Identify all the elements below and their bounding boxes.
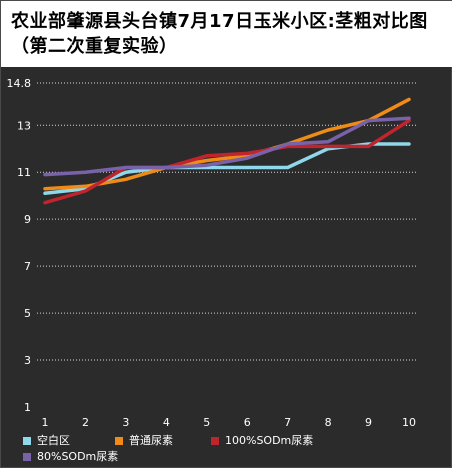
y-tick-label: 3: [24, 354, 31, 367]
x-tick-labels: 1 2 3 4 5 6 7 8 9 10: [42, 416, 417, 429]
chart-title: 农业部肇源县头台镇7月17日玉米小区:茎粗对比图（第二次重复实验）: [1, 1, 452, 67]
legend-label: 普通尿素: [129, 434, 173, 447]
y-tick-label: 7: [24, 260, 31, 273]
legend-item: 80%SODm尿素: [23, 449, 118, 465]
y-tick-label: 14.8: [7, 77, 32, 90]
series-line: [43, 116, 411, 177]
legend-item: 普通尿素: [115, 433, 173, 449]
legend-swatch: [23, 437, 31, 445]
y-tick-label: 5: [24, 307, 31, 320]
legend-item: 空白区: [23, 433, 70, 449]
legend-label: 100%SODm尿素: [225, 434, 314, 447]
x-tick-label: 8: [325, 416, 332, 429]
x-tick-label: 5: [203, 416, 210, 429]
legend-item: 100%SODm尿素: [211, 433, 313, 449]
y-tick-label: 11: [17, 166, 31, 179]
plot-area: [37, 83, 417, 407]
x-tick-label: 10: [402, 416, 416, 429]
legend: 空白区 普通尿素 100%SODm尿素 80%SODm尿素: [1, 429, 452, 469]
legend-swatch: [115, 437, 123, 445]
x-tick-label: 6: [244, 416, 251, 429]
y-tick-label: 9: [24, 213, 31, 226]
x-tick-label: 3: [122, 416, 129, 429]
x-tick-label: 9: [365, 416, 372, 429]
legend-label: 80%SODm尿素: [37, 450, 119, 463]
series-line: [43, 97, 411, 191]
legend-label: 空白区: [37, 434, 70, 447]
x-tick-label: 4: [163, 416, 170, 429]
x-tick-label: 7: [284, 416, 291, 429]
series-line: [43, 118, 411, 205]
y-tick-label: 1: [24, 401, 31, 414]
legend-swatch: [23, 453, 31, 461]
x-tick-label: 2: [82, 416, 89, 429]
y-tick-label: 13: [17, 119, 31, 132]
grid-lines: [37, 82, 417, 361]
series-lines: [43, 97, 411, 205]
x-tick-label: 1: [42, 416, 49, 429]
legend-swatch: [211, 437, 219, 445]
